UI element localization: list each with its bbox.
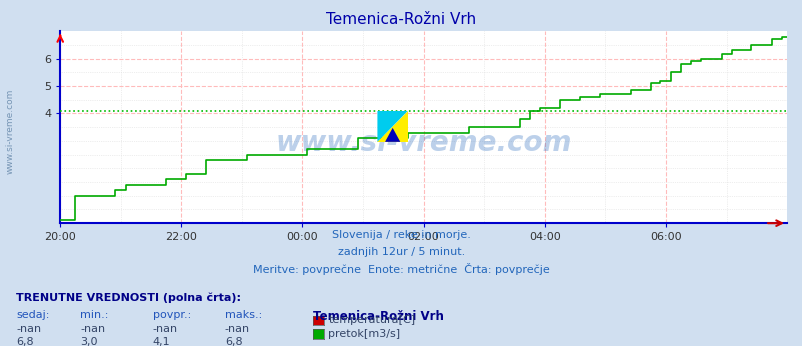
Text: 3,0: 3,0 [80,337,98,346]
Text: Temenica-Rožni Vrh: Temenica-Rožni Vrh [313,310,444,323]
Text: povpr.:: povpr.: [152,310,191,320]
Text: Meritve: povprečne  Enote: metrične  Črta: povprečje: Meritve: povprečne Enote: metrične Črta:… [253,263,549,275]
Text: 6,8: 6,8 [16,337,34,346]
Polygon shape [384,128,399,142]
Text: -nan: -nan [16,324,41,334]
Text: -nan: -nan [152,324,177,334]
Text: Temenica-Rožni Vrh: Temenica-Rožni Vrh [326,12,476,27]
Text: min.:: min.: [80,310,108,320]
Polygon shape [377,111,407,142]
Text: temperatura[C]: temperatura[C] [328,316,415,325]
Text: sedaj:: sedaj: [16,310,50,320]
Text: www.si-vreme.com: www.si-vreme.com [275,128,571,156]
Text: TRENUTNE VREDNOSTI (polna črta):: TRENUTNE VREDNOSTI (polna črta): [16,292,241,303]
Polygon shape [377,111,407,142]
Text: -nan: -nan [80,324,105,334]
Text: www.si-vreme.com: www.si-vreme.com [5,89,14,174]
Text: zadnjih 12ur / 5 minut.: zadnjih 12ur / 5 minut. [338,247,464,257]
Text: -nan: -nan [225,324,249,334]
Text: maks.:: maks.: [225,310,261,320]
Text: 6,8: 6,8 [225,337,242,346]
Text: pretok[m3/s]: pretok[m3/s] [328,329,400,339]
Text: 4,1: 4,1 [152,337,170,346]
Text: Slovenija / reke in morje.: Slovenija / reke in morje. [332,230,470,240]
